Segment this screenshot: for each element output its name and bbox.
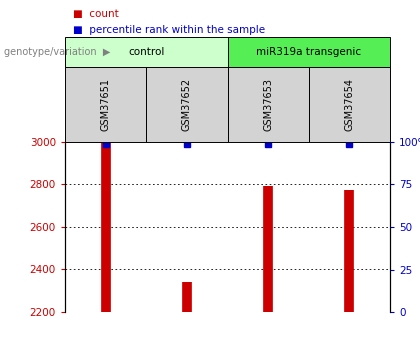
Text: GSM37654: GSM37654 — [344, 78, 354, 131]
Bar — [228, 37, 390, 67]
Bar — [146, 67, 228, 142]
Bar — [65, 67, 146, 142]
Bar — [309, 67, 390, 142]
Text: control: control — [128, 47, 165, 57]
Text: miR319a transgenic: miR319a transgenic — [256, 47, 361, 57]
Text: GSM37652: GSM37652 — [182, 78, 192, 131]
Title: GDS2066 / 252325_at: GDS2066 / 252325_at — [151, 126, 304, 140]
Text: GSM37653: GSM37653 — [263, 78, 273, 131]
Bar — [228, 67, 309, 142]
Text: GSM37651: GSM37651 — [101, 78, 110, 131]
Text: genotype/variation  ▶: genotype/variation ▶ — [4, 47, 110, 57]
Bar — [65, 37, 228, 67]
Text: ■  count: ■ count — [74, 9, 119, 19]
Text: ■  percentile rank within the sample: ■ percentile rank within the sample — [74, 25, 265, 35]
